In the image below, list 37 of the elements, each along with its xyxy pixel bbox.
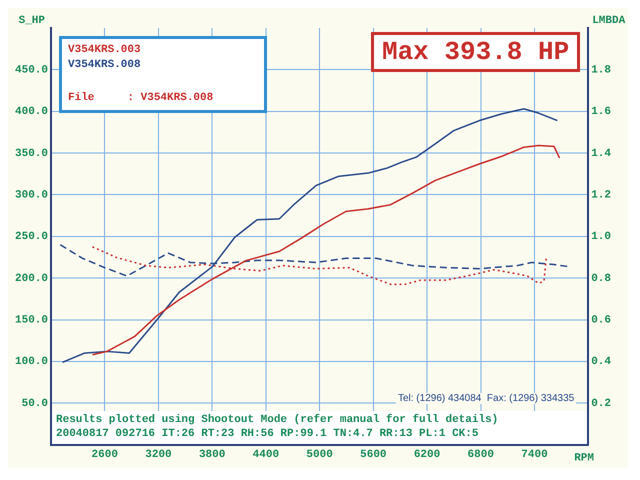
x-tick-label: 3800 xyxy=(198,449,226,462)
x-tick-label: 2600 xyxy=(92,449,118,462)
y2-tick-label: 0.8 xyxy=(591,272,612,285)
footer-panel: Results plotted using Shootout Mode (refer manual for full details) 20040817 092716 IT:26 RT:23 RH:56 RP:99.1 TN:4.7 RR:13 PL:1 CK:5 xyxy=(52,410,588,444)
x-tick-label: 6800 xyxy=(468,449,494,462)
y-tick-label: 300.0 xyxy=(14,189,48,202)
x-tick-label: 5600 xyxy=(360,449,387,462)
y2-axis-title: LMBDA xyxy=(592,14,626,27)
y-tick-label: 200.0 xyxy=(14,272,48,285)
y2-tick-label: 1.8 xyxy=(591,64,612,76)
x-tick-label: 7400 xyxy=(521,449,548,462)
y2-tick-label: 0.2 xyxy=(591,398,612,410)
y2-tick-label: 0.6 xyxy=(591,314,612,327)
y2-tick-label: 1.4 xyxy=(591,148,612,160)
x-tick-label: 5000 xyxy=(306,449,333,462)
y-tick-label: 400.0 xyxy=(14,106,48,118)
y-tick-label: 450.0 xyxy=(14,64,48,76)
x-tick-label: 4400 xyxy=(252,449,280,462)
x-tick-label: 3200 xyxy=(145,449,172,462)
legend-box: V354KRS.003 V354KRS.008 File : V354KRS.008 xyxy=(59,36,267,113)
x-axis-title: RPM xyxy=(574,452,594,465)
y-tick-label: 350.0 xyxy=(14,148,48,160)
y-axis-title: S_HP xyxy=(18,14,46,27)
annotation: File : V354KRS.008 xyxy=(68,91,214,106)
annotation: Results plotted using Shootout Mode (refer manual for full details) xyxy=(56,412,500,427)
y2-tick-label: 1.2 xyxy=(591,189,612,202)
y2-tick-label: 0.4 xyxy=(591,356,612,368)
y-tick-label: 250.0 xyxy=(14,231,48,244)
annotation: Tel: (1296) 434084 Fax: (1296) 334335 xyxy=(396,392,576,404)
y-tick-label: 50.0 xyxy=(22,398,48,410)
title-box: Max 393.8 HP xyxy=(370,32,580,72)
y2-tick-label: 1.0 xyxy=(591,231,612,244)
y-tick-label: 100.0 xyxy=(14,356,48,368)
y2-tick-label: 1.6 xyxy=(591,106,612,118)
y-tick-label: 150.0 xyxy=(14,314,48,327)
x-tick-label: 6200 xyxy=(414,449,440,462)
annotation: 20040817 092716 IT:26 RT:23 RH:56 RP:99.1 TN:4.7 RR:13 PL:1 CK:5 xyxy=(56,426,480,441)
